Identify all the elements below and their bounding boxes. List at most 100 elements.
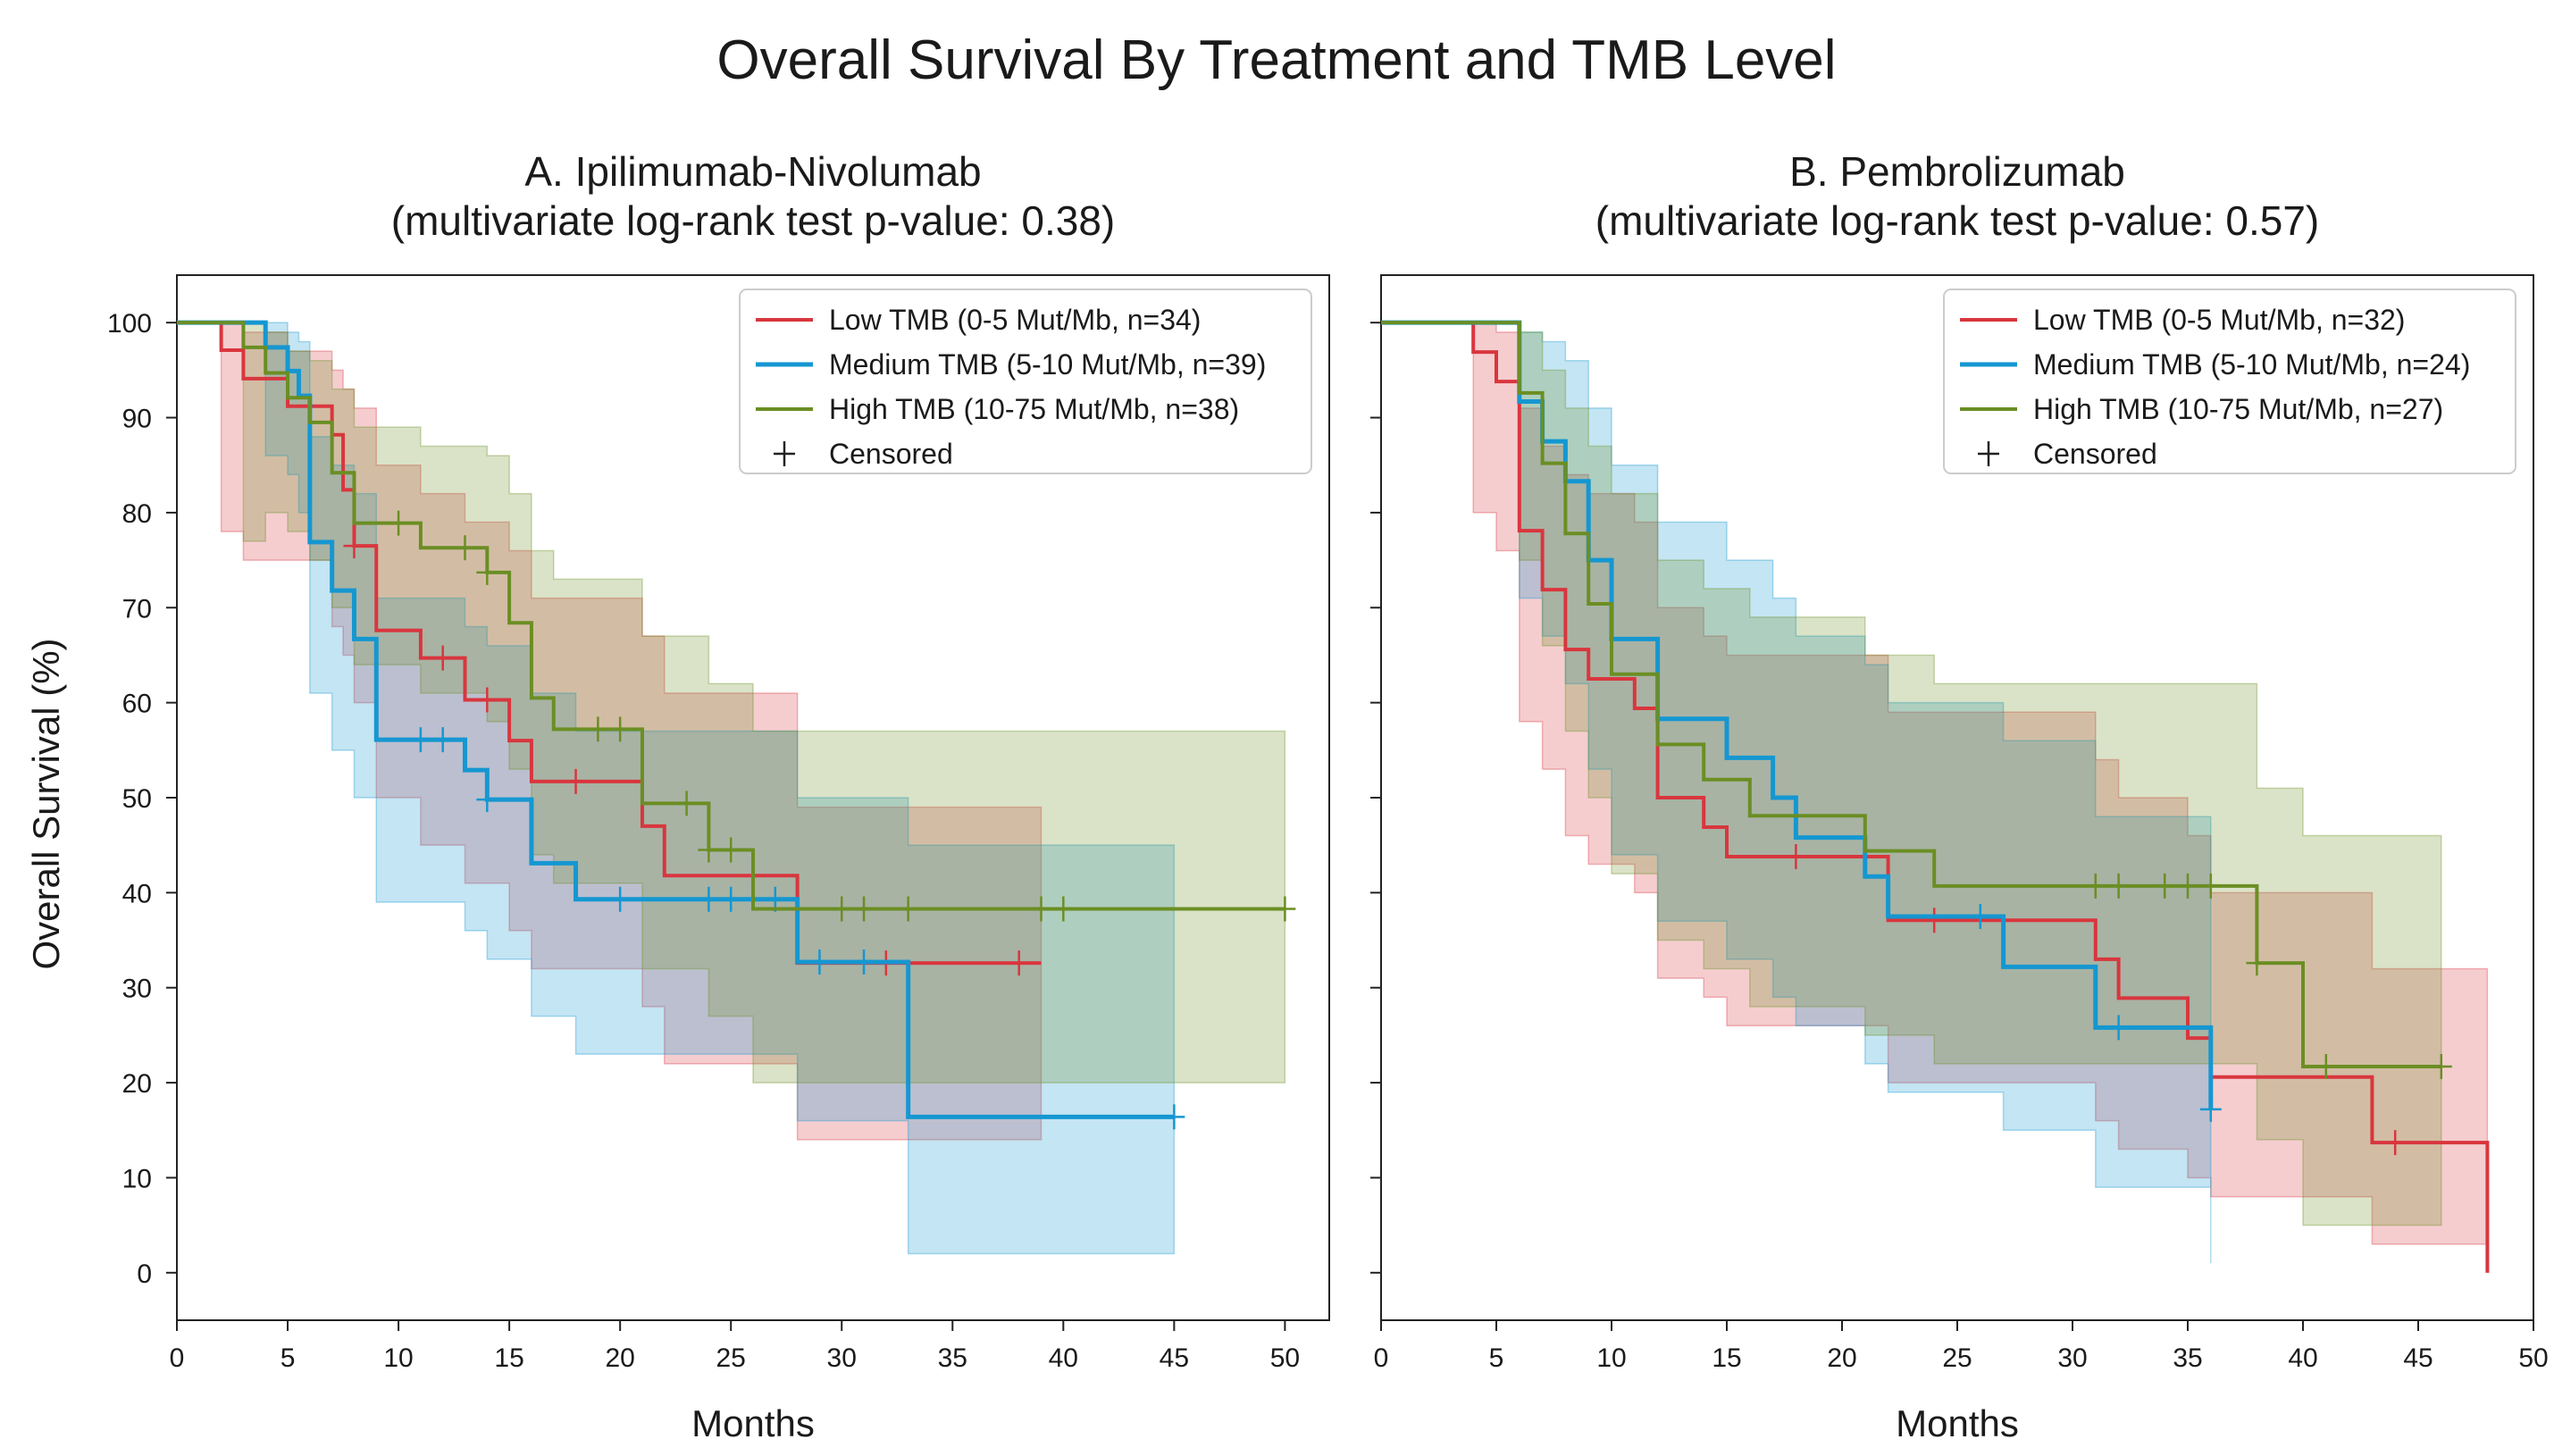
panel-a-censor-mark-high — [454, 535, 476, 561]
legend-label-high: High TMB (10-75 Mut/Mb, n=38) — [829, 393, 1239, 425]
panel-a-x-tick-label: 45 — [1160, 1343, 1189, 1373]
panel-b: B. Pembrolizumab (multivariate log-rank … — [1370, 148, 2549, 1444]
panel-a-censor-mark-low — [343, 533, 365, 559]
panel-b-x-tick-label: 10 — [1596, 1343, 1626, 1373]
panel-a-title-line2: (multivariate log-rank test p-value: 0.3… — [391, 197, 1115, 244]
panel-b-censor-mark-medium — [1969, 903, 1991, 929]
panel-a-censor-mark-medium — [409, 727, 431, 753]
panel-a-x-tick-label: 50 — [1270, 1343, 1300, 1373]
panel-a-y-tick-label: 70 — [122, 594, 152, 623]
panel-b-censor-mark-medium — [2199, 1096, 2222, 1122]
panel-b-survival-line-low — [1381, 321, 2490, 1273]
panel-a-x-tick-label: 5 — [281, 1343, 296, 1373]
panel-b-censor-mark-medium — [2107, 1015, 2130, 1041]
panel-b-censor-mark-high — [2177, 873, 2198, 899]
panel-a-censor-mark-low — [1008, 950, 1030, 976]
panel-b-censor-mark-high — [2154, 873, 2176, 899]
panel-a-censor-mark-high — [476, 559, 498, 585]
panel-a-y-tick-label: 100 — [107, 309, 152, 339]
panel-a-censor-mark-medium — [853, 950, 875, 975]
legend-label-low: Low TMB (0-5 Mut/Mb, n=32) — [2033, 304, 2405, 336]
panel-a-y-tick-label: 0 — [137, 1259, 152, 1289]
panel-a-censor-mark-high — [1052, 896, 1075, 922]
panel-a-censor-mark-high — [1030, 896, 1052, 922]
panel-b-censor-mark-high — [2246, 950, 2268, 976]
panel-b-censor-mark-high — [2199, 873, 2222, 899]
legend-label-censored: Censored — [2033, 438, 2157, 470]
legend-label-medium: Medium TMB (5-10 Mut/Mb, n=24) — [2033, 348, 2470, 381]
panel-a-censor-mark-low — [476, 687, 498, 713]
panel-b-x-axis-label: Months — [1896, 1402, 2019, 1444]
panel-a-ci-band-low — [177, 322, 1043, 1141]
panel-b-censor-mark-high — [2315, 1054, 2337, 1080]
panel-b-censor-mark-low — [1923, 908, 1946, 933]
panel-a: A. Ipilimumab-Nivolumab (multivariate lo… — [25, 148, 1330, 1444]
panel-a-x-tick-label: 20 — [605, 1343, 634, 1373]
panel-a-y-tick-label: 50 — [122, 784, 152, 814]
panel-b-censor-mark-high — [2430, 1054, 2452, 1080]
panel-a-y-tick-label: 30 — [122, 975, 152, 1004]
panel-a-y-tick-label: 90 — [122, 405, 152, 434]
panel-a-censor-mark-high — [698, 837, 720, 863]
panel-a-y-tick-label: 60 — [122, 690, 152, 719]
panel-b-title-line2: (multivariate log-rank test p-value: 0.5… — [1595, 197, 2319, 244]
panel-a-censor-mark-medium — [698, 886, 720, 912]
panel-a-y-tick-label: 80 — [122, 499, 152, 529]
panel-a-y-tick-label: 10 — [122, 1164, 152, 1193]
panel-b-x-tick-label: 40 — [2288, 1343, 2317, 1373]
panel-a-x-tick-label: 10 — [383, 1343, 413, 1373]
panel-a-survival-line-low — [177, 321, 1042, 966]
panel-a-censor-mark-high — [897, 896, 919, 922]
panel-b-x-tick-label: 50 — [2518, 1343, 2548, 1373]
panel-a-censor-mark-low — [431, 645, 454, 671]
panel-b-x-tick-label: 35 — [2173, 1343, 2202, 1373]
legend-censored-marker — [1978, 441, 1999, 466]
panel-b-censor-mark-high — [2084, 873, 2106, 899]
panel-a-x-axis-label: Months — [691, 1402, 815, 1444]
panel-b-x-tick-label: 20 — [1827, 1343, 1856, 1373]
panel-a-censor-mark-medium — [1163, 1104, 1185, 1130]
legend-label-low: Low TMB (0-5 Mut/Mb, n=34) — [829, 304, 1201, 336]
panel-a-censor-mark-medium — [476, 787, 498, 813]
panel-a-censor-mark-high — [388, 510, 410, 536]
panel-a-x-tick-label: 15 — [494, 1343, 523, 1373]
panel-a-x-tick-label: 0 — [170, 1343, 185, 1373]
panel-a-y-tick-label: 40 — [122, 879, 152, 908]
panel-a-x-tick-label: 40 — [1049, 1343, 1078, 1373]
panel-a-censor-mark-high — [831, 896, 853, 922]
panel-a-censor-mark-high — [675, 791, 698, 816]
panel-b-x-tick-label: 15 — [1712, 1343, 1741, 1373]
panel-a-x-tick-label: 35 — [938, 1343, 967, 1373]
panel-a-censor-mark-low — [565, 768, 587, 794]
figure-title: Overall Survival By Treatment and TMB Le… — [716, 29, 1836, 91]
legend-label-medium: Medium TMB (5-10 Mut/Mb, n=39) — [829, 348, 1266, 381]
panel-a-survival-line-high — [177, 321, 1285, 911]
panel-b-x-tick-label: 30 — [2057, 1343, 2087, 1373]
panel-a-title-line1: A. Ipilimumab-Nivolumab — [524, 148, 981, 195]
panel-a-censor-mark-medium — [808, 950, 831, 975]
panel-a-x-tick-label: 25 — [716, 1343, 746, 1373]
panel-a-survival-line-medium — [177, 320, 1175, 1119]
panel-a-y-tick-label: 20 — [122, 1069, 152, 1099]
panel-b-x-tick-label: 0 — [1374, 1343, 1389, 1373]
panel-a-censor-mark-medium — [720, 886, 742, 912]
panel-a-censor-mark-high — [1274, 896, 1296, 922]
panel-b-survival-line-medium — [1381, 320, 2214, 1109]
legend-censored-marker — [774, 441, 795, 466]
panel-b-x-tick-label: 5 — [1489, 1343, 1504, 1373]
panel-a-censor-mark-high — [587, 716, 609, 742]
panel-b-x-tick-label: 25 — [1942, 1343, 1972, 1373]
panel-a-x-tick-label: 30 — [827, 1343, 857, 1373]
legend-label-censored: Censored — [829, 438, 953, 470]
panel-a-y-axis-label: Overall Survival (%) — [25, 638, 67, 969]
panel-a-censor-mark-high — [853, 896, 875, 922]
panel-a-censor-mark-medium — [609, 886, 632, 912]
panel-b-censor-mark-low — [1785, 843, 1807, 869]
legend-label-high: High TMB (10-75 Mut/Mb, n=27) — [2033, 393, 2443, 425]
panel-a-censor-mark-medium — [431, 727, 454, 753]
panel-b-censor-mark-low — [2384, 1130, 2407, 1156]
panel-a-censor-mark-high — [720, 837, 742, 863]
panel-b-legend — [1943, 289, 2516, 474]
panel-b-x-tick-label: 45 — [2403, 1343, 2433, 1373]
